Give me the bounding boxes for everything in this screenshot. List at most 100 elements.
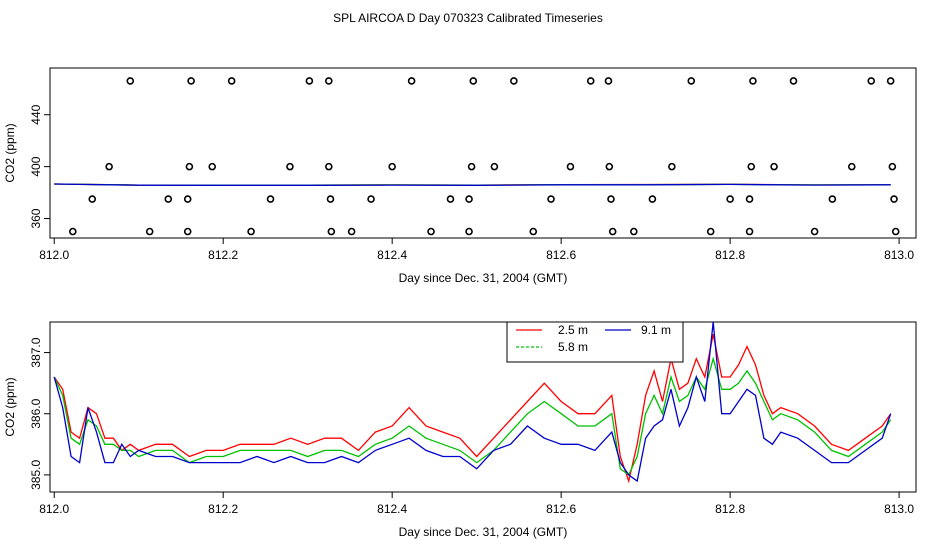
series-line-2-5-m — [53, 334, 892, 484]
top-plot-frame — [49, 67, 917, 239]
y-tick-label: 387.0 — [29, 337, 43, 367]
data-point — [69, 227, 77, 236]
legend-label-2-5m: 2.5 m — [558, 323, 588, 337]
top-x-axis-label: Day since Dec. 31, 2004 (GMT) — [399, 271, 568, 285]
data-point — [465, 195, 473, 203]
data-point — [749, 77, 757, 85]
data-point — [770, 162, 778, 171]
legend-label-9-1m: 9.1 m — [641, 323, 671, 337]
data-point — [891, 227, 900, 236]
data-point — [490, 162, 499, 171]
data-point — [367, 195, 375, 203]
legend-label-5-8m: 5.8 m — [558, 340, 588, 354]
x-tick-label: 813.0 — [884, 248, 914, 262]
data-point — [327, 227, 336, 236]
data-point — [607, 195, 615, 203]
data-point — [227, 77, 236, 85]
data-point — [325, 162, 333, 171]
y-tick-label: 386.0 — [29, 398, 43, 428]
data-point — [465, 227, 473, 236]
data-point — [648, 195, 657, 203]
x-tick-label: 812.0 — [39, 248, 69, 262]
data-point — [208, 162, 217, 171]
x-tick-label: 812.6 — [546, 502, 576, 516]
data-point — [604, 77, 613, 85]
data-point — [164, 195, 173, 203]
data-point — [427, 227, 435, 236]
y-tick-label: 400 — [29, 156, 43, 176]
series-line-blue — [54, 183, 891, 186]
bottom-panel: 812.0 812.2 812.4 812.6 812.8 813.0 385.0 386.… — [3, 321, 917, 539]
data-point — [586, 77, 595, 85]
x-tick-label: 812.0 — [39, 502, 69, 516]
data-point — [529, 227, 538, 236]
data-point — [145, 227, 154, 236]
data-point — [183, 227, 192, 236]
data-point — [446, 195, 455, 203]
x-tick-label: 812.2 — [208, 502, 238, 516]
x-tick-label: 813.0 — [884, 502, 914, 516]
data-point — [810, 227, 819, 236]
data-point — [547, 195, 555, 203]
y-tick-label: 440 — [29, 104, 43, 124]
bottom-x-axis-label: Day since Dec. 31, 2004 (GMT) — [399, 525, 568, 539]
top-series-lines — [54, 183, 891, 186]
top-y-axis: 360 400 440 — [29, 104, 50, 229]
series-line-9-1-m — [53, 321, 892, 483]
data-point — [388, 162, 396, 171]
data-point — [745, 195, 754, 203]
x-tick-label: 812.8 — [715, 248, 745, 262]
data-point — [183, 195, 192, 203]
data-point — [105, 162, 113, 171]
data-point — [608, 227, 617, 236]
x-tick-label: 812.4 — [377, 248, 407, 262]
top-panel: 812.0 812.2 812.4 812.6 812.8 813.0 360 400 440… — [3, 67, 917, 285]
bottom-y-axis: 385.0 386.0 387.0 — [29, 337, 50, 490]
x-tick-label: 812.6 — [546, 248, 576, 262]
top-x-axis: 812.0 812.2 812.4 812.6 812.8 813.0 — [39, 238, 914, 262]
top-y-axis-label: CO2 (ppm) — [3, 123, 17, 182]
legend-box — [506, 321, 684, 363]
data-point — [510, 77, 518, 85]
legend: 2.5 m 5.8 m 9.1 m — [506, 321, 684, 363]
data-point — [726, 195, 734, 203]
y-tick-label: 385.0 — [29, 460, 43, 490]
data-point — [886, 77, 895, 85]
data-point — [185, 162, 194, 171]
series-line-5-8-m — [53, 356, 892, 476]
data-point — [668, 162, 676, 171]
data-point — [847, 162, 856, 171]
data-point — [247, 227, 255, 236]
data-point — [605, 162, 614, 171]
data-point — [706, 227, 715, 236]
data-point — [286, 162, 294, 171]
top-points — [69, 77, 900, 236]
data-point — [325, 77, 333, 85]
data-point — [88, 195, 97, 203]
x-tick-label: 812.8 — [715, 502, 745, 516]
data-point — [126, 77, 135, 85]
data-point — [326, 195, 335, 203]
x-tick-label: 812.4 — [377, 502, 407, 516]
y-tick-label: 360 — [29, 208, 43, 228]
data-point — [467, 162, 476, 171]
data-point — [890, 195, 898, 203]
data-point — [187, 77, 195, 85]
data-point — [747, 162, 756, 171]
bottom-series-lines — [53, 321, 892, 484]
data-point — [789, 77, 798, 85]
data-point — [828, 195, 837, 203]
data-point — [867, 77, 876, 85]
data-point — [469, 77, 478, 85]
data-point — [745, 227, 754, 236]
bottom-x-axis: 812.0 812.2 812.4 812.6 812.8 813.0 — [39, 492, 914, 516]
data-point — [888, 162, 897, 171]
data-point — [630, 227, 638, 236]
data-point — [687, 77, 696, 85]
data-point — [305, 77, 314, 85]
data-point — [566, 162, 575, 171]
bottom-y-axis-label: CO2 (ppm) — [3, 377, 17, 436]
data-point — [266, 195, 275, 203]
bottom-plot-frame — [49, 321, 917, 493]
